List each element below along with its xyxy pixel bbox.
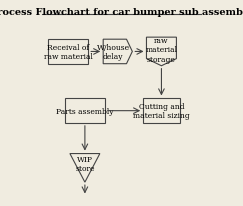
FancyBboxPatch shape <box>143 99 180 123</box>
FancyBboxPatch shape <box>65 99 105 123</box>
Text: WIP
store: WIP store <box>75 155 95 173</box>
Text: W/house
delay: W/house delay <box>97 44 130 61</box>
Polygon shape <box>70 154 100 182</box>
Polygon shape <box>103 40 132 64</box>
Text: Cutting and
material sizing: Cutting and material sizing <box>133 103 190 120</box>
Text: raw
material
storage: raw material storage <box>146 37 177 63</box>
Text: Process Flowchart for car bumper sub assembly: Process Flowchart for car bumper sub ass… <box>0 7 243 16</box>
FancyBboxPatch shape <box>48 40 88 64</box>
Polygon shape <box>147 38 176 66</box>
Text: Parts assembly: Parts assembly <box>56 107 114 115</box>
Text: Receival of
raw material: Receival of raw material <box>44 44 93 61</box>
